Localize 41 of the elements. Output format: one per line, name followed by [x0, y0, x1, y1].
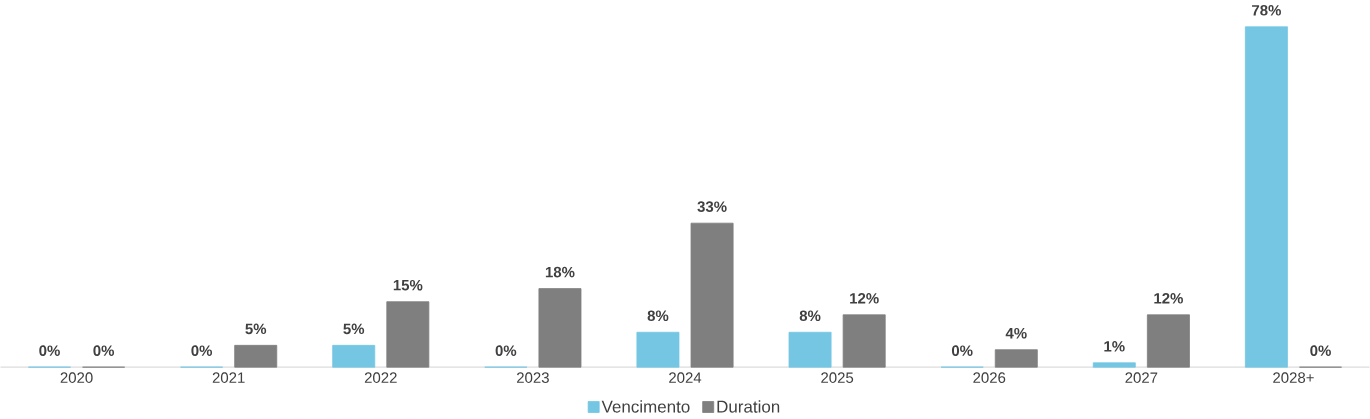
data-label: 12%	[1154, 293, 1183, 304]
x-tick-label: 2028+	[1273, 372, 1314, 384]
x-tick-label: 2027	[1125, 372, 1158, 384]
data-label: 33%	[697, 201, 727, 213]
data-label: 0%	[93, 345, 115, 357]
legend-label: Duration	[717, 400, 780, 413]
bar	[788, 331, 832, 368]
bar	[386, 301, 430, 368]
x-tick-label: 2021	[212, 372, 245, 384]
bar	[690, 222, 734, 368]
data-label: 0%	[495, 345, 517, 357]
data-label: 4%	[1005, 328, 1027, 339]
data-label: 5%	[245, 323, 267, 335]
bar	[332, 345, 376, 368]
data-label: 0%	[191, 345, 213, 357]
bar	[1092, 362, 1136, 368]
x-tick-label: 2020	[60, 372, 93, 384]
x-tick-label: 2025	[821, 372, 854, 384]
bar	[994, 349, 1038, 368]
data-label: 15%	[393, 280, 423, 291]
bar	[234, 345, 278, 368]
bar	[1146, 314, 1190, 368]
x-tick-label: 2026	[973, 372, 1006, 384]
data-label: 0%	[1310, 345, 1331, 357]
bar	[636, 331, 680, 368]
data-label: 8%	[799, 310, 821, 322]
bar	[1244, 26, 1288, 368]
x-tick-label: 2024	[669, 372, 702, 384]
data-label: 5%	[343, 323, 365, 335]
bar	[538, 288, 582, 368]
x-tick-label: 2023	[516, 372, 549, 384]
data-label: 78%	[1252, 5, 1281, 16]
data-label: 0%	[39, 345, 60, 357]
data-label: 1%	[1104, 341, 1125, 352]
data-label: 0%	[951, 345, 973, 357]
legend-label: Vencimento	[601, 400, 690, 413]
x-tick-label: 2022	[364, 372, 397, 384]
data-label: 12%	[850, 293, 879, 304]
data-label: 18%	[545, 266, 575, 278]
data-label: 8%	[647, 310, 669, 322]
bar	[842, 314, 886, 368]
